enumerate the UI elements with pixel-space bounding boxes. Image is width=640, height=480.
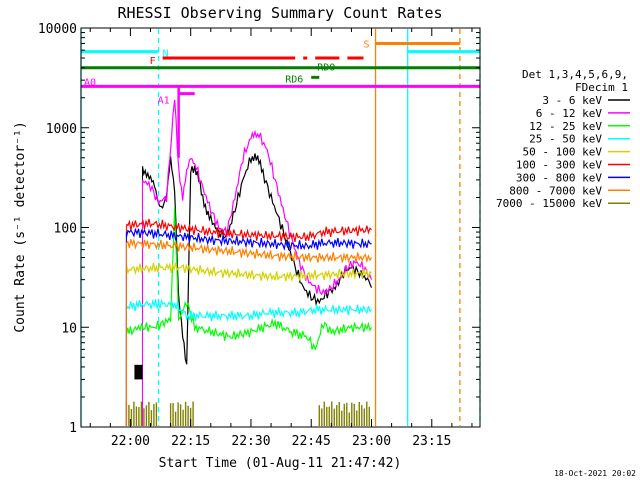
flag-a1-label: A1 [158,96,170,107]
series-800-7000-kev-line [125,238,373,264]
x-tick-label: 22:30 [231,434,270,449]
legend-entry-800-7000-kev-label: 800 - 7000 keV [509,184,602,197]
footer-timestamp: 18-Oct-2021 20:02 [554,469,636,478]
flag-rd0-label: RD0 [317,63,335,74]
series-300-800-kev-line [125,227,372,251]
series-25-50-kev-line [125,298,372,322]
y-tick-label: 1000 [46,122,77,137]
y-tick-label: 10000 [38,22,77,37]
x-tick-label: 22:00 [111,434,150,449]
flag-lines: N S F RD0 RD6 A0 A1 [81,39,480,158]
flag-n-label: N [163,49,169,60]
legend-entry-50-100-kev-label: 50 - 100 keV [523,146,603,159]
legend-entry-12-25-kev-label: 12 - 25 keV [529,120,602,133]
flag-f-label: F [150,56,156,67]
flag-s-label: S [364,39,370,50]
series-12-25-kev-line [125,207,373,351]
y-axis-label: Count Rate (s⁻¹ detector⁻¹) [13,121,28,332]
x-tick-label: 23:00 [352,434,391,449]
legend-entry-300-800-kev-label: 300 - 800 keV [516,171,602,184]
flag-a0-label: A0 [84,77,96,88]
series-50-100-kev-line [125,262,372,283]
legend-entry-6-12-kev-label: 6 - 12 keV [536,107,603,120]
x-tick-label: 22:45 [292,434,331,449]
legend-entry-25-50-kev-label: 25 - 50 keV [529,133,602,146]
series-lines [125,99,373,426]
legend-entry-7000-15000-kev-label: 7000 - 15000 keV [496,197,602,210]
x-tick-label: 23:15 [412,434,451,449]
x-axis-label: Start Time (01-Aug-11 21:47:42) [159,456,402,471]
legend-title-line: FDecim 1 [575,81,628,94]
y-tick-label: 10 [61,321,77,336]
series-6-12-kev-line [141,99,373,296]
series-100-300-kev-line [125,218,372,243]
axes: 1 10 100 1000 10000 22:00 22:15 22:30 22:45 23:00… [38,22,480,449]
y-tick-label: 1 [69,421,77,436]
flag-rd6-label: RD6 [285,74,303,85]
legend-entry-100-300-kev-label: 100 - 300 keV [516,159,602,172]
x-tick-label: 22:15 [171,434,210,449]
y-tick-label: 100 [54,222,77,237]
legend-title-line: Det 1,3,4,5,6,9, [522,68,628,81]
series-3-6-kev-start [134,364,143,380]
legend-entry-3-6-kev-label: 3 - 6 keV [542,94,602,107]
chart-title: RHESSI Observing Summary Count Rates [117,4,442,22]
